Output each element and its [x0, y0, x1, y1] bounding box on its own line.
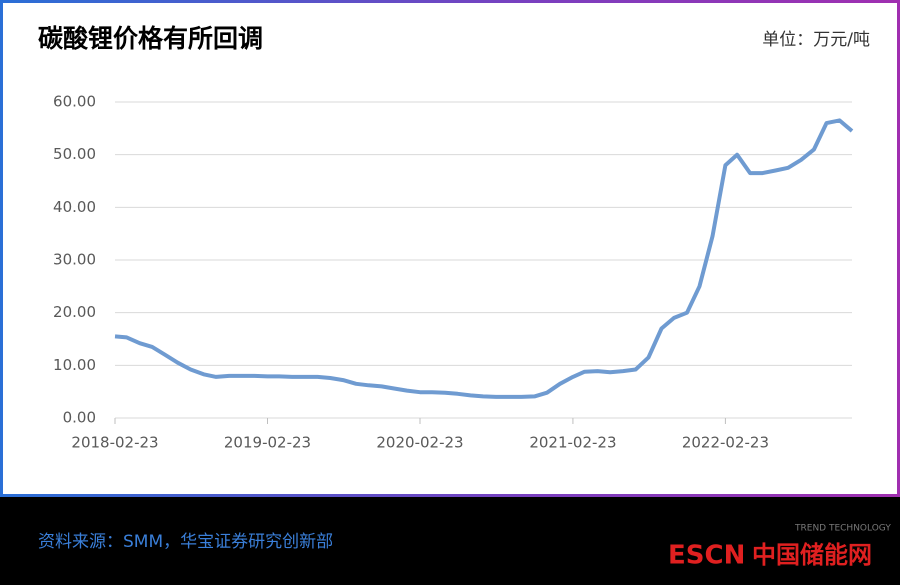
y-tick-label: 50.00 [53, 145, 96, 163]
y-tick-label: 0.00 [63, 409, 96, 427]
x-tick-label: 2022-02-23 [682, 434, 769, 452]
card [3, 3, 897, 494]
watermark-site: 中国储能网 [752, 541, 872, 569]
chart-title: 碳酸锂价格有所回调 [38, 24, 263, 53]
x-tick-label: 2018-02-23 [71, 434, 158, 452]
y-tick-label: 60.00 [53, 93, 96, 111]
price-line [114, 118, 854, 399]
y-tick-label: 10.00 [53, 356, 96, 374]
source-note: 资料来源：SMM，华宝证券研究创新部 [38, 532, 333, 552]
y-tick-label: 40.00 [53, 198, 96, 216]
x-tick-label: 2021-02-23 [529, 434, 616, 452]
unit-label: 单位：万元/吨 [762, 30, 870, 50]
watermark-logo: TREND TECHNOLOGY [794, 524, 891, 534]
y-tick-label: 20.00 [53, 303, 96, 321]
card-border [0, 0, 900, 497]
watermark-brand: ESCN [668, 541, 745, 571]
x-tick-label: 2019-02-23 [224, 434, 311, 452]
y-tick-label: 30.00 [53, 251, 96, 269]
x-tick-label: 2020-02-23 [376, 434, 463, 452]
